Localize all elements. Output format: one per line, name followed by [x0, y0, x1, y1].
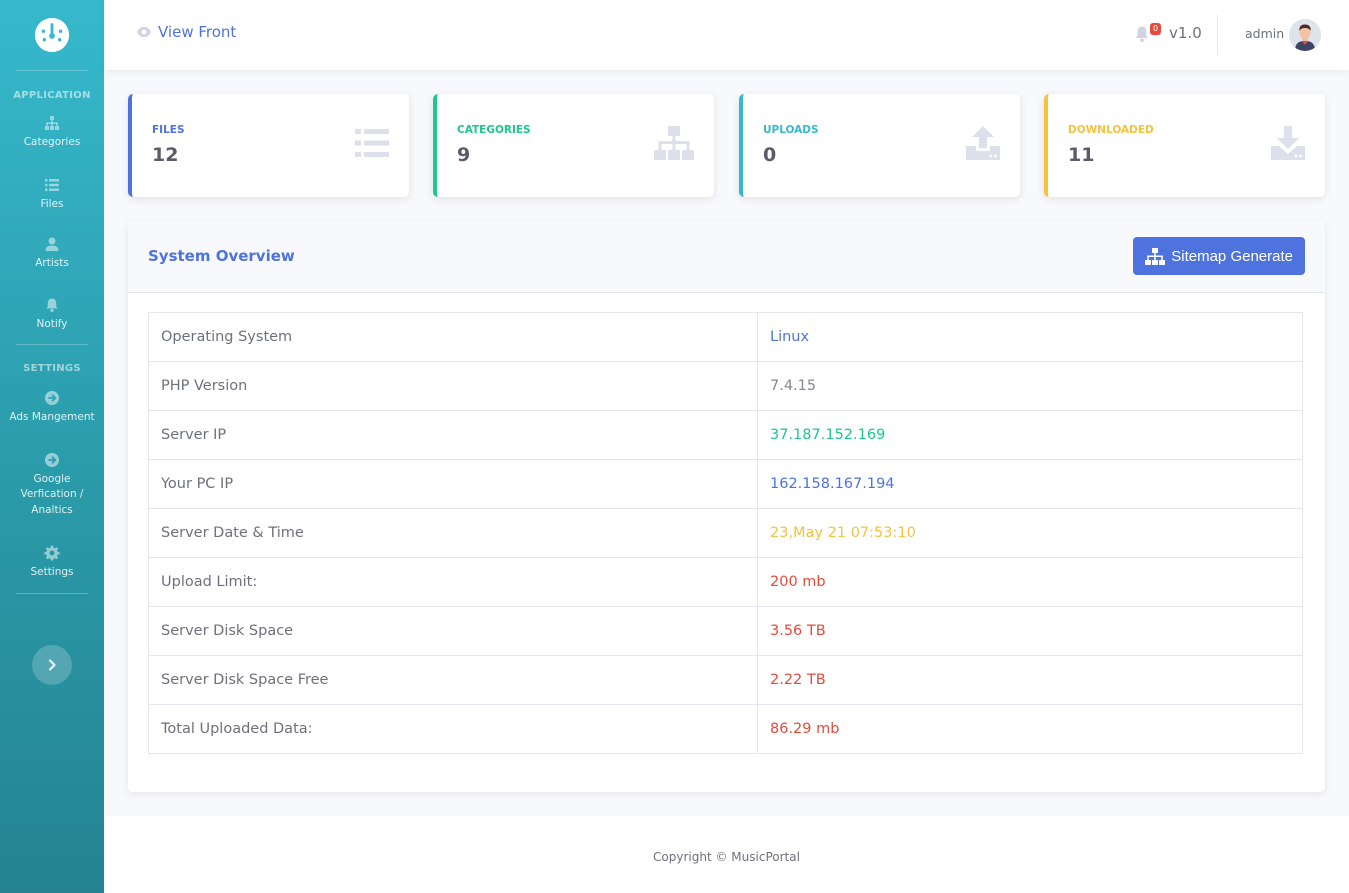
- row-value: Linux: [757, 312, 1303, 362]
- row-value: 23,May 21 07:53:10: [757, 508, 1303, 558]
- panel-header: System Overview Sitemap Generate: [128, 221, 1325, 293]
- sitemap-icon: [45, 116, 59, 130]
- table-row: Operating System Linux: [148, 312, 1303, 362]
- stat-card-uploads: UPLOADS 0: [739, 94, 1020, 197]
- sitemap-generate-label: Sitemap Generate: [1171, 247, 1293, 265]
- row-key: Operating System: [148, 312, 758, 362]
- sidebar-item-google-verification[interactable]: Google Verfication / Analtics: [0, 452, 104, 519]
- row-value: 37.187.152.169: [757, 410, 1303, 460]
- sidebar: APPLICATION Categories Files Artists Not…: [0, 0, 104, 893]
- sidebar-toggle-button[interactable]: [32, 645, 72, 685]
- sitemap-icon: [654, 126, 694, 160]
- brand[interactable]: [0, 0, 104, 70]
- stat-card-downloaded: DOWNLOADED 11: [1044, 94, 1325, 197]
- bell-icon: [46, 298, 58, 312]
- upload-icon: [966, 126, 1000, 160]
- sidebar-item-label: Files: [40, 197, 64, 210]
- bell-icon[interactable]: [1134, 25, 1150, 43]
- sidebar-item-files[interactable]: Files: [0, 177, 104, 213]
- sidebar-item-label: Settings: [30, 566, 74, 578]
- sidebar-item-categories[interactable]: Categories: [0, 115, 104, 151]
- table-row: Server Date & Time 23,May 21 07:53:10: [148, 508, 1303, 558]
- sidebar-item-notify[interactable]: Notify: [0, 297, 104, 333]
- row-key: Server Disk Space Free: [148, 655, 758, 705]
- table-row: Server Disk Space Free 2.22 TB: [148, 655, 1303, 705]
- sidebar-item-artists[interactable]: Artists: [0, 236, 104, 272]
- stat-card-label: CATEGORIES: [457, 124, 531, 136]
- system-overview-panel: System Overview Sitemap Generate Operati…: [128, 221, 1325, 792]
- row-key: Server Disk Space: [148, 606, 758, 656]
- eye-icon: [137, 27, 151, 37]
- stat-card-value: 11: [1068, 144, 1095, 166]
- row-key: Server Date & Time: [148, 508, 758, 558]
- sidebar-item-label: Categories: [23, 136, 81, 148]
- stat-card-label: UPLOADS: [763, 124, 819, 136]
- sidebar-heading-application: APPLICATION: [13, 90, 91, 101]
- row-key: Total Uploaded Data:: [148, 704, 758, 754]
- sidebar-heading-settings: SETTINGS: [23, 363, 81, 374]
- footer: Copyright © MusicPortal: [104, 816, 1349, 893]
- copyright-text: Copyright © MusicPortal: [653, 850, 800, 864]
- download-icon: [1271, 126, 1305, 160]
- sidebar-item-label: Artists: [35, 257, 69, 269]
- notification-badge: 0: [1150, 23, 1162, 35]
- version-label: v1.0: [1169, 24, 1202, 42]
- list-icon: [45, 178, 59, 191]
- table-row: Upload Limit: 200 mb: [148, 557, 1303, 607]
- list-icon: [355, 129, 389, 157]
- table-row: PHP Version 7.4.15: [148, 361, 1303, 411]
- topbar: View Front 0 v1.0 admin: [104, 0, 1349, 70]
- row-key: Your PC IP: [148, 459, 758, 509]
- dashboard-logo-icon: [34, 17, 70, 53]
- panel-title: System Overview: [148, 247, 295, 265]
- sidebar-item-ads-management[interactable]: Ads Mangement: [0, 390, 104, 426]
- view-front-label: View Front: [158, 23, 237, 41]
- user-icon: [45, 237, 59, 251]
- sidebar-divider: [16, 344, 88, 345]
- row-key: Upload Limit:: [148, 557, 758, 607]
- stat-card-value: 12: [152, 144, 179, 166]
- stat-card-label: FILES: [152, 124, 185, 136]
- stat-card-files: FILES 12: [128, 94, 409, 197]
- table-row: Your PC IP 162.158.167.194: [148, 459, 1303, 509]
- sidebar-item-label: Ads Mangement: [9, 411, 95, 423]
- user-name[interactable]: admin: [1245, 26, 1285, 41]
- row-key: Server IP: [148, 410, 758, 460]
- row-value: 86.29 mb: [757, 704, 1303, 754]
- avatar[interactable]: [1289, 19, 1321, 51]
- user-avatar-icon: [1289, 19, 1321, 51]
- sidebar-item-settings[interactable]: Settings: [0, 545, 104, 581]
- chevron-right-icon: [48, 659, 56, 671]
- system-info-table: Operating System Linux PHP Version 7.4.1…: [148, 312, 1303, 754]
- stat-card-label: DOWNLOADED: [1068, 124, 1154, 136]
- sitemap-generate-button[interactable]: Sitemap Generate: [1133, 237, 1305, 275]
- row-key: PHP Version: [148, 361, 758, 411]
- sidebar-divider: [16, 70, 88, 71]
- sidebar-divider: [16, 592, 88, 594]
- sidebar-item-label: Notify: [36, 317, 68, 330]
- stat-card-categories: CATEGORIES 9: [433, 94, 714, 197]
- row-value: 200 mb: [757, 557, 1303, 607]
- topbar-divider: [1217, 15, 1218, 55]
- view-front-link[interactable]: View Front: [136, 23, 236, 41]
- table-row: Server Disk Space 3.56 TB: [148, 606, 1303, 656]
- stat-card-value: 0: [763, 144, 777, 166]
- sidebar-item-label: Google Verfication / Analtics: [20, 472, 84, 516]
- arrow-circle-right-icon: [45, 391, 59, 405]
- row-value: 7.4.15: [757, 361, 1303, 411]
- row-value: 162.158.167.194: [757, 459, 1303, 509]
- stat-card-value: 9: [457, 144, 471, 166]
- gear-icon: [44, 545, 60, 561]
- sitemap-icon: [1145, 247, 1166, 265]
- arrow-circle-right-icon: [45, 452, 59, 467]
- table-row: Total Uploaded Data: 86.29 mb: [148, 704, 1303, 754]
- table-row: Server IP 37.187.152.169: [148, 410, 1303, 460]
- row-value: 2.22 TB: [757, 655, 1303, 705]
- row-value: 3.56 TB: [757, 606, 1303, 656]
